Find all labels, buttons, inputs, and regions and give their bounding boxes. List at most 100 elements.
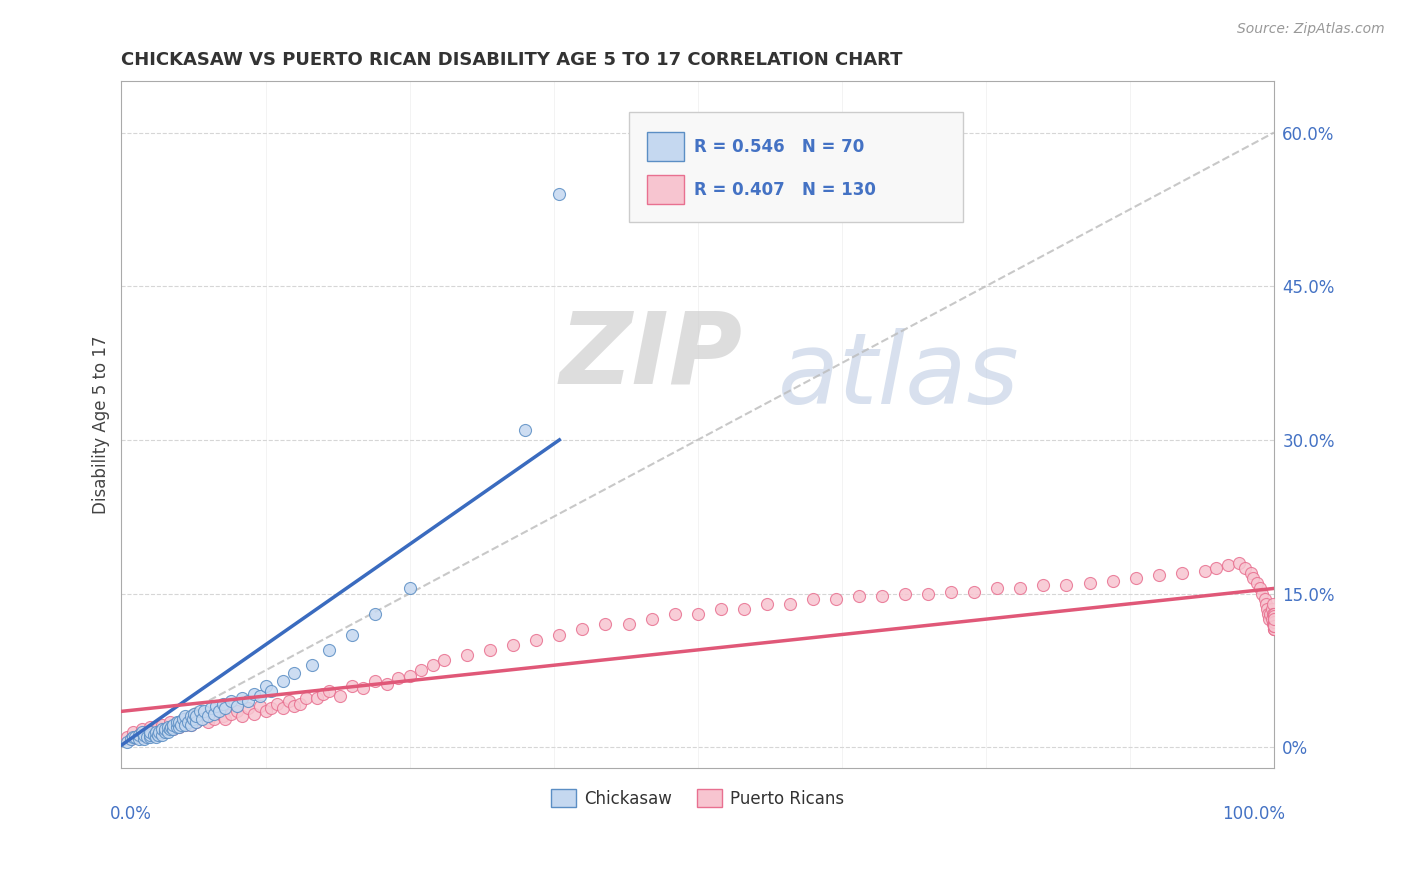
- Point: [1078, 576, 1101, 591]
- Point: [271, 673, 294, 688]
- Point: [894, 586, 917, 600]
- Point: [212, 709, 235, 723]
- Point: [307, 691, 329, 706]
- Point: [205, 699, 228, 714]
- Point: [1205, 561, 1227, 575]
- Point: [1101, 574, 1123, 589]
- Point: [148, 724, 170, 739]
- Point: [186, 714, 208, 729]
- Point: [1261, 597, 1284, 611]
- Point: [150, 724, 173, 739]
- Point: [548, 187, 571, 202]
- Point: [260, 701, 283, 715]
- Point: [128, 728, 150, 742]
- Point: [617, 617, 640, 632]
- Point: [301, 658, 323, 673]
- Point: [200, 701, 222, 715]
- Point: [387, 671, 409, 685]
- Point: [1263, 623, 1285, 637]
- Point: [1251, 586, 1274, 600]
- Text: Source: ZipAtlas.com: Source: ZipAtlas.com: [1237, 22, 1385, 37]
- Point: [1261, 617, 1284, 632]
- Point: [917, 586, 939, 600]
- FancyBboxPatch shape: [647, 176, 683, 204]
- Point: [173, 709, 195, 723]
- Point: [260, 684, 283, 698]
- Point: [212, 697, 235, 711]
- Point: [225, 704, 247, 718]
- Point: [191, 707, 214, 722]
- Point: [170, 717, 193, 731]
- Point: [1254, 591, 1277, 606]
- Point: [208, 704, 231, 718]
- Point: [1263, 623, 1285, 637]
- Point: [155, 724, 177, 739]
- Point: [186, 709, 208, 723]
- Point: [225, 699, 247, 714]
- Point: [1170, 566, 1192, 580]
- Point: [200, 709, 222, 723]
- Point: [180, 717, 202, 731]
- Point: [172, 712, 194, 726]
- Point: [1263, 617, 1285, 632]
- Point: [1263, 619, 1285, 633]
- Point: [131, 724, 153, 739]
- Point: [375, 676, 398, 690]
- Point: [145, 724, 167, 739]
- Point: [288, 697, 311, 711]
- Point: [135, 730, 157, 744]
- Point: [180, 709, 202, 723]
- Point: [595, 617, 617, 632]
- Point: [1240, 566, 1263, 580]
- Point: [197, 709, 219, 723]
- Point: [155, 722, 177, 736]
- Point: [128, 731, 150, 746]
- Point: [131, 722, 153, 736]
- Point: [548, 627, 571, 641]
- Point: [1241, 571, 1264, 585]
- Point: [254, 704, 277, 718]
- Point: [191, 712, 214, 726]
- Point: [710, 602, 733, 616]
- Point: [188, 704, 211, 718]
- Point: [329, 689, 352, 703]
- Point: [162, 717, 184, 731]
- Text: ZIP: ZIP: [560, 308, 742, 404]
- Point: [148, 728, 170, 742]
- Point: [986, 582, 1008, 596]
- Point: [870, 589, 893, 603]
- Point: [1263, 607, 1285, 621]
- Point: [1263, 623, 1285, 637]
- Point: [145, 722, 167, 736]
- Point: [1263, 612, 1285, 626]
- Point: [166, 717, 188, 731]
- Point: [115, 735, 138, 749]
- Point: [318, 684, 340, 698]
- Point: [159, 722, 181, 736]
- FancyBboxPatch shape: [628, 112, 963, 222]
- Point: [1246, 576, 1268, 591]
- Point: [142, 728, 165, 742]
- Point: [177, 714, 200, 729]
- Point: [139, 728, 162, 742]
- Point: [1010, 582, 1032, 596]
- Text: CHICKASAW VS PUERTO RICAN DISABILITY AGE 5 TO 17 CORRELATION CHART: CHICKASAW VS PUERTO RICAN DISABILITY AGE…: [121, 51, 903, 69]
- Point: [271, 701, 294, 715]
- Point: [249, 689, 271, 703]
- Point: [1260, 602, 1282, 616]
- Point: [173, 712, 195, 726]
- Point: [150, 717, 173, 731]
- Point: [1261, 607, 1284, 621]
- Point: [779, 597, 801, 611]
- Point: [340, 679, 363, 693]
- Point: [249, 699, 271, 714]
- Point: [571, 623, 593, 637]
- Point: [170, 714, 193, 729]
- Point: [254, 679, 277, 693]
- Point: [115, 730, 138, 744]
- Point: [145, 730, 167, 744]
- Point: [1249, 582, 1271, 596]
- Point: [183, 707, 205, 722]
- Point: [295, 691, 318, 706]
- Point: [1263, 609, 1285, 624]
